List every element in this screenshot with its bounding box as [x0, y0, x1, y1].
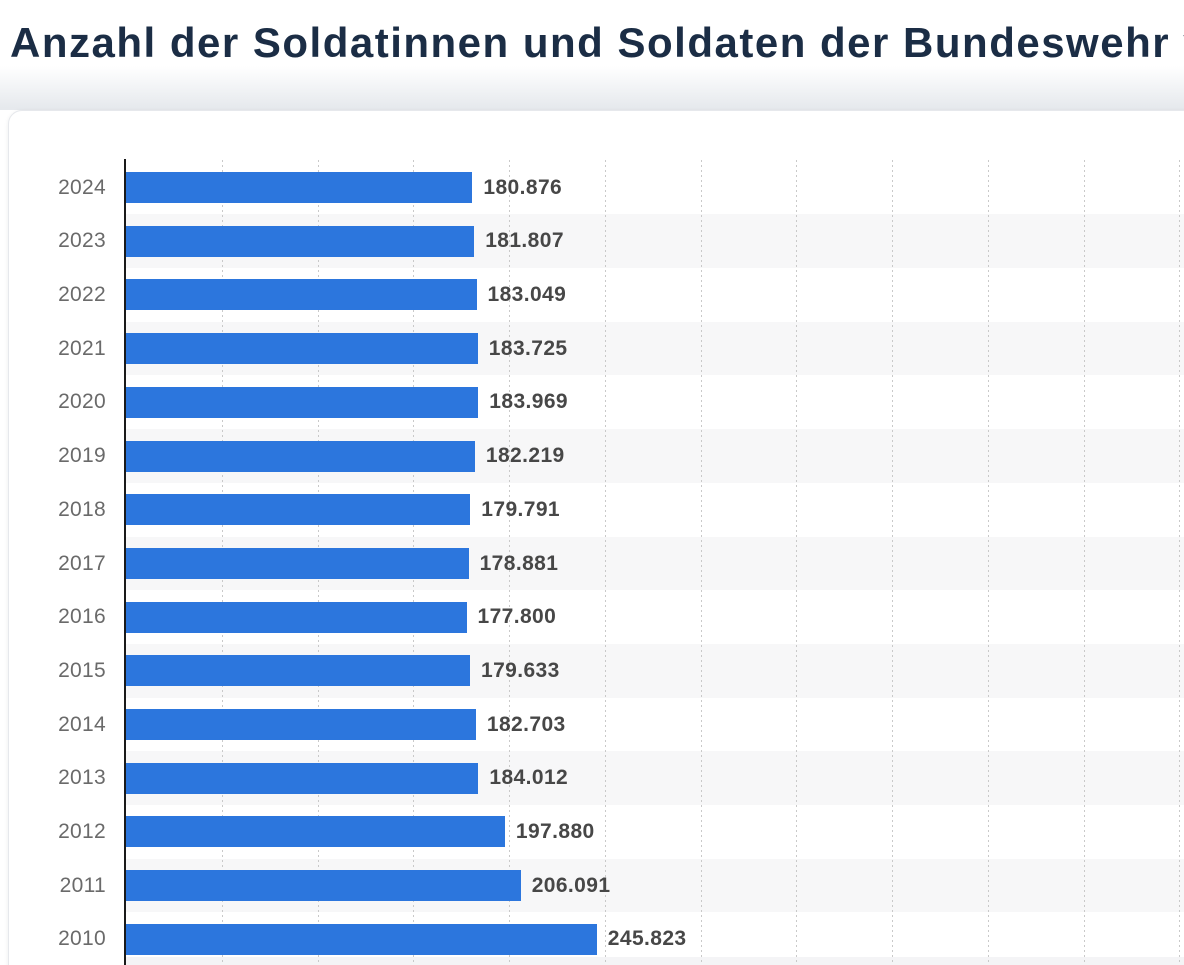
value-label-2021: 183.725 [488, 336, 568, 360]
gridline [796, 160, 798, 965]
bar-2015[interactable] [126, 655, 470, 687]
category-label-2022: 2022 [58, 283, 106, 306]
gridline [987, 160, 989, 965]
value-label-2010: 245.823 [607, 927, 687, 951]
value-label-2011: 206.091 [531, 873, 611, 897]
y-axis-line [124, 159, 126, 965]
category-label-2012: 2012 [58, 820, 106, 843]
category-label-2016: 2016 [58, 605, 106, 629]
category-label-2014: 2014 [58, 712, 106, 736]
bar-2017[interactable] [126, 547, 469, 579]
category-label-2013: 2013 [58, 766, 106, 790]
value-label-2017: 178.881 [479, 551, 559, 575]
gridline [700, 160, 702, 965]
bar-2021[interactable] [126, 333, 478, 365]
value-label-2015: 179.633 [481, 658, 560, 682]
value-label-2024: 180.876 [483, 175, 563, 199]
category-label-2015: 2015 [58, 658, 106, 682]
value-label-2019: 182.219 [485, 444, 565, 468]
bar-2014[interactable] [126, 709, 476, 740]
value-label-2022: 183.049 [487, 283, 567, 306]
partial-next-row-band [126, 957, 1184, 965]
bar-2019[interactable] [126, 440, 475, 472]
chart-title: Anzahl der Soldatinnen und Soldaten der … [10, 19, 1184, 66]
category-label-2011: 2011 [59, 873, 106, 897]
gridline [892, 160, 893, 965]
gridline [604, 160, 606, 965]
category-label-2019: 2019 [58, 444, 106, 468]
bar-2013[interactable] [126, 762, 479, 794]
bar-2010[interactable] [126, 923, 597, 955]
bar-2023[interactable] [126, 225, 475, 257]
bar-2011[interactable] [126, 870, 521, 902]
value-label-2023: 181.807 [485, 229, 564, 253]
value-label-2012: 197.880 [515, 820, 595, 843]
bar-2022[interactable] [126, 279, 477, 311]
category-label-2017: 2017 [58, 551, 106, 575]
value-label-2020: 183.969 [489, 390, 569, 414]
category-label-2010: 2010 [58, 927, 106, 951]
bar-2018[interactable] [126, 494, 471, 526]
value-label-2014: 182.703 [486, 712, 566, 736]
bar-2012[interactable] [126, 816, 505, 848]
bar-2020[interactable] [126, 386, 479, 418]
value-label-2018: 179.791 [481, 497, 561, 521]
category-label-2023: 2023 [58, 229, 106, 253]
value-label-2013: 184.012 [489, 766, 569, 790]
category-label-2024: 2024 [58, 175, 106, 199]
gridline [509, 160, 510, 965]
gridline [1179, 160, 1181, 965]
bar-2016[interactable] [126, 601, 467, 633]
category-label-2018: 2018 [58, 497, 106, 521]
category-label-2020: 2020 [58, 390, 106, 414]
header-shadow [0, 66, 1184, 110]
category-label-2021: 2021 [58, 336, 106, 360]
gridline [1083, 160, 1085, 965]
value-label-2016: 177.800 [477, 605, 557, 629]
bar-2024[interactable] [126, 171, 473, 203]
